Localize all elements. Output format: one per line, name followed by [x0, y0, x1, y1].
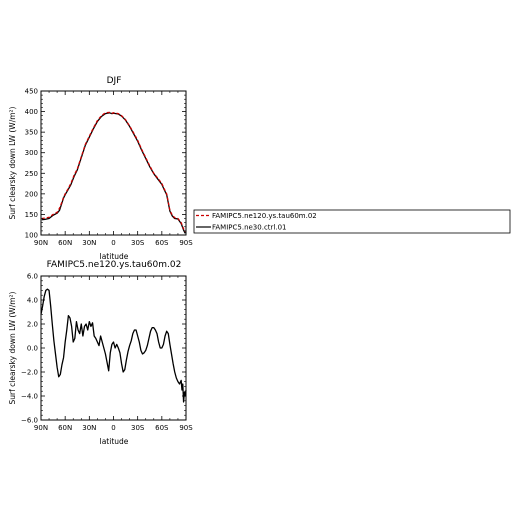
y-tick-label: 6.0	[27, 273, 38, 281]
bottom-panel-xlabel: latitude	[100, 437, 129, 446]
y-tick-label: 300	[25, 149, 38, 157]
top-panel-x-axis: 90N 60N 30N 0 30S 60S 90S	[34, 91, 193, 247]
x-tick-label: 30S	[131, 239, 145, 247]
bottom-panel: FAMIPC5.ne120.ys.tau60m.02 6.0 4.0 2.0 0.0 −…	[8, 260, 193, 446]
y-tick-label: 450	[25, 88, 38, 96]
bottom-panel-y-axis: 6.0 4.0 2.0 0.0 −2.0 −4.0 −6.0	[21, 273, 186, 425]
x-tick-label: 0	[111, 424, 115, 432]
top-panel-title: DJF	[107, 76, 122, 86]
y-tick-label: 350	[25, 129, 38, 137]
legend-label-ne120: FAMIPC5.ne120.ys.tau60m.02	[212, 212, 317, 220]
bottom-panel-title: FAMIPC5.ne120.ys.tau60m.02	[47, 260, 182, 270]
y-tick-label: 200	[25, 190, 38, 198]
x-tick-label: 0	[111, 239, 115, 247]
legend-label-ne30: FAMIPC5.ne30.ctrl.01	[212, 224, 287, 232]
x-tick-label: 90S	[179, 239, 193, 247]
top-panel-xlabel: latitude	[100, 252, 129, 261]
bottom-panel-x-axis: 90N 60N 30N 0 30S 60S 90S	[34, 276, 193, 432]
series-line-0-1	[41, 111, 186, 233]
top-panel-y-axis: 450 400 350 300 250 200 150 100	[25, 88, 186, 240]
x-tick-label: 60S	[155, 239, 169, 247]
y-tick-label: −4.0	[21, 393, 38, 401]
legend: FAMIPC5.ne120.ys.tau60m.02 FAMIPC5.ne30.…	[193, 209, 511, 234]
y-tick-label: −2.0	[21, 369, 38, 377]
series-line-1-0	[40, 288, 187, 403]
x-tick-label: 30N	[82, 239, 96, 247]
x-tick-label: 30S	[131, 424, 145, 432]
bottom-panel-frame	[40, 275, 187, 421]
x-tick-label: 60N	[58, 424, 72, 432]
series-line-0-0	[41, 112, 186, 234]
legend-box	[193, 209, 511, 234]
x-tick-label: 90N	[34, 424, 48, 432]
y-tick-label: 150	[25, 211, 38, 219]
y-tick-label: 100	[25, 232, 38, 240]
x-tick-label: 90S	[179, 424, 193, 432]
bottom-panel-series	[40, 288, 187, 403]
top-panel-series	[41, 111, 186, 234]
x-tick-label: 60N	[58, 239, 72, 247]
x-tick-label: 30N	[82, 424, 96, 432]
y-tick-label: 0.0	[27, 345, 38, 353]
top-panel-ylabel: Surf clearsky down LW (W/m²)	[8, 106, 17, 219]
y-tick-label: 4.0	[27, 297, 38, 305]
x-tick-label: 90N	[34, 239, 48, 247]
bottom-panel-ylabel: Surf clearsky down LW (W/m²)	[8, 291, 17, 404]
top-panel: DJF 450 400 350 300 250 200 150 100 90N 60N 30N 0 3…	[8, 76, 193, 261]
y-tick-label: 400	[25, 108, 38, 116]
y-tick-label: −6.0	[21, 417, 38, 425]
x-tick-label: 60S	[155, 424, 169, 432]
y-tick-label: 2.0	[27, 321, 38, 329]
y-tick-label: 250	[25, 170, 38, 178]
